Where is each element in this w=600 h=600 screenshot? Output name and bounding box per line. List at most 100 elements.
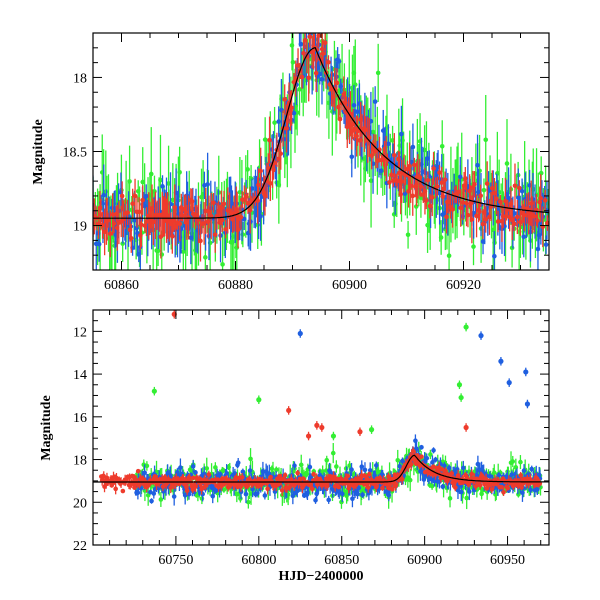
- data-point: [367, 471, 372, 477]
- data-point: [542, 198, 548, 203]
- data-point: [170, 234, 175, 239]
- data-point: [393, 481, 399, 487]
- data-point: [328, 470, 333, 475]
- data-point: [518, 473, 524, 478]
- data-point: [244, 483, 250, 489]
- data-point: [489, 185, 495, 191]
- data-point: [212, 232, 218, 237]
- data-point: [428, 452, 433, 457]
- x-tick-label: 60920: [446, 278, 481, 293]
- outlier-point: [524, 401, 531, 407]
- data-point: [247, 468, 253, 473]
- data-point: [276, 119, 281, 124]
- data-point: [306, 75, 312, 81]
- data-point: [509, 245, 515, 251]
- data-point: [390, 486, 395, 492]
- data-point: [140, 197, 145, 203]
- data-point: [238, 489, 244, 495]
- data-point: [429, 195, 435, 200]
- data-point: [326, 59, 331, 65]
- data-point: [354, 133, 359, 139]
- data-point: [449, 471, 455, 476]
- data-point: [538, 195, 543, 201]
- data-point: [465, 212, 471, 218]
- data-point: [238, 484, 244, 489]
- outlier-point: [523, 369, 529, 375]
- data-point: [158, 177, 163, 183]
- data-point: [287, 484, 292, 490]
- data-point: [410, 144, 416, 150]
- data-point: [365, 477, 370, 483]
- data-point: [362, 467, 368, 473]
- data-point: [461, 465, 466, 471]
- top-axis-ticks: 60860 60880 60900 60920 18 18.5 19: [63, 32, 550, 293]
- data-point: [439, 143, 445, 149]
- data-point: [282, 97, 288, 102]
- data-point: [543, 242, 549, 247]
- data-point: [151, 219, 156, 225]
- data-point: [144, 463, 150, 469]
- data-point: [149, 498, 154, 504]
- data-point: [472, 181, 477, 187]
- data-point: [295, 470, 300, 476]
- data-point: [292, 463, 297, 468]
- data-point: [408, 461, 414, 467]
- data-point: [235, 227, 241, 232]
- data-point: [171, 494, 177, 499]
- model-curve: [93, 47, 549, 219]
- data-point: [199, 496, 205, 501]
- data-point: [268, 181, 273, 186]
- data-point: [337, 116, 343, 122]
- data-point: [464, 495, 469, 501]
- data-point: [245, 167, 250, 172]
- data-point: [375, 70, 381, 76]
- data-point: [524, 206, 530, 211]
- top-y-axis-label: Magnitude: [31, 119, 46, 184]
- data-point: [128, 236, 134, 241]
- data-point: [368, 178, 374, 183]
- data-point: [204, 466, 210, 471]
- data-point: [518, 459, 523, 465]
- data-point: [132, 193, 138, 199]
- data-point: [238, 496, 243, 501]
- data-point: [454, 466, 460, 472]
- data-point: [159, 252, 165, 257]
- outlier-point: [297, 330, 303, 337]
- data-point: [151, 491, 157, 496]
- data-point: [475, 461, 481, 467]
- data-point: [476, 189, 481, 195]
- data-point: [516, 185, 522, 191]
- data-point: [512, 183, 518, 189]
- data-point: [478, 193, 483, 199]
- data-point: [438, 475, 444, 481]
- data-point: [267, 137, 272, 143]
- data-point: [330, 109, 335, 114]
- data-point: [408, 183, 414, 189]
- data-point: [397, 170, 402, 176]
- y-tick-label: 22: [73, 539, 87, 554]
- series-blue: [132, 434, 543, 508]
- data-point: [240, 232, 246, 237]
- data-point: [322, 40, 328, 46]
- data-point: [291, 110, 297, 116]
- data-point: [298, 41, 304, 47]
- outlier-point: [256, 397, 262, 403]
- outlier-point: [305, 433, 312, 439]
- data-point: [510, 459, 516, 464]
- data-point: [274, 467, 279, 473]
- outlier-point: [368, 427, 375, 433]
- data-point: [220, 467, 226, 473]
- data-point: [345, 473, 351, 479]
- data-point: [101, 192, 107, 198]
- data-point: [183, 209, 189, 215]
- data-point: [224, 471, 229, 476]
- data-point: [535, 487, 540, 492]
- data-point: [297, 27, 302, 32]
- data-point: [190, 464, 196, 469]
- data-point: [491, 470, 497, 475]
- data-point: [299, 74, 305, 80]
- data-point: [373, 484, 379, 490]
- data-point: [365, 485, 371, 490]
- data-point: [184, 488, 190, 494]
- data-point: [107, 231, 113, 237]
